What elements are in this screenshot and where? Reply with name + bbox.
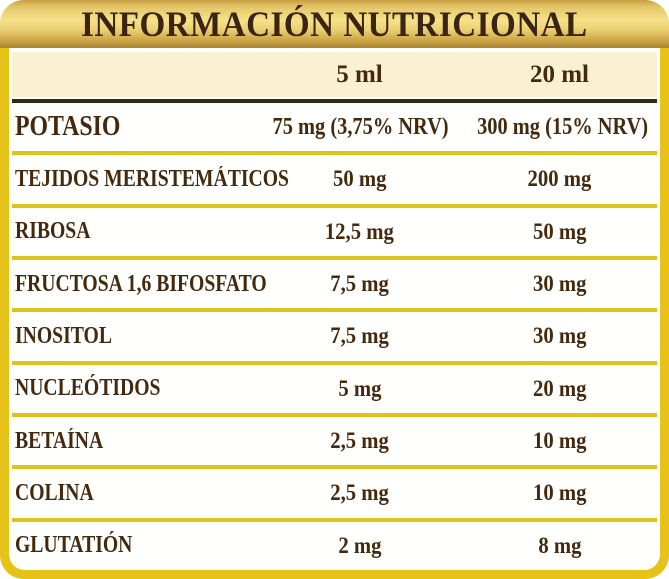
table-row-potasio: POTASIO 75 mg (3,75% NRV) 300 mg (15% NR…: [12, 103, 657, 152]
value-20ml: 8 mg: [537, 532, 582, 558]
value-5ml: 5 mg: [337, 375, 382, 401]
value-5ml: 7,5 mg: [330, 271, 389, 297]
value-20ml: 10 mg: [532, 480, 587, 506]
table-body: POTASIO 75 mg (3,75% NRV) 300 mg (15% NR…: [12, 103, 657, 570]
table-row-ribosa: RIBOSA 12,5 mg 50 mg: [12, 203, 657, 256]
column-header-5ml: 5 ml: [336, 60, 383, 88]
value-5ml: 50 mg: [332, 166, 387, 192]
value-5ml: 2 mg: [337, 532, 382, 558]
header-divider: [12, 99, 657, 103]
value-20ml: 200 mg: [527, 166, 592, 192]
nutrient-name: TEJIDOS MERISTEMÁTICOS: [15, 165, 289, 192]
value-20ml: 30 mg: [532, 323, 587, 349]
nutrient-name: NUCLEÓTIDOS: [15, 375, 161, 402]
value-20ml: 10 mg: [532, 428, 587, 454]
table-row-colina: COLINA 2,5 mg 10 mg: [12, 465, 657, 518]
value-5ml: 7,5 mg: [330, 323, 389, 349]
value-5ml: 2,5 mg: [330, 428, 389, 454]
table-row-fructosa-bifosfato: FRUCTOSA 1,6 BIFOSFATO 7,5 mg 30 mg: [12, 255, 657, 309]
value-5ml: 12,5 mg: [324, 218, 394, 244]
nutrient-name: BETAÍNA: [15, 427, 104, 454]
page-title: INFORMACIÓN NUTRICIONAL: [81, 4, 588, 44]
table-row-tejidos-meristematicos: TEJIDOS MERISTEMÁTICOS 50 mg 200 mg: [12, 151, 657, 204]
table-row-inositol: INOSITOL 7,5 mg 30 mg: [12, 308, 657, 361]
value-5ml: 2,5 mg: [330, 480, 389, 506]
value-20ml: 30 mg: [532, 271, 587, 297]
nutrient-name: FRUCTOSA 1,6 BIFOSFATO: [15, 270, 267, 297]
column-header-20ml: 20 ml: [529, 60, 590, 88]
column-headers-row: 5 ml 20 ml: [12, 52, 657, 97]
value-20ml: 20 mg: [532, 375, 587, 401]
nutrient-name: COLINA: [15, 479, 94, 506]
nutrient-name: GLUTATIÓN: [15, 532, 133, 559]
value-20ml: 300 mg (15% NRV): [477, 113, 649, 140]
nutrient-name: RIBOSA: [15, 218, 91, 245]
table-row-nucleotidos: NUCLEÓTIDOS 5 mg 20 mg: [12, 360, 657, 413]
nutrient-name: INOSITOL: [15, 322, 112, 349]
table-row-glutation: GLUTATIÓN 2 mg 8 mg: [12, 517, 657, 570]
table-row-betaina: BETAÍNA 2,5 mg 10 mg: [12, 412, 657, 466]
nutrient-name: POTASIO: [15, 111, 121, 143]
title-bar: INFORMACIÓN NUTRICIONAL: [0, 0, 669, 48]
nutrition-table: 5 ml 20 ml POTASIO 75 mg (3,75% NRV) 300…: [9, 48, 660, 570]
value-5ml: 75 mg (3,75% NRV): [272, 113, 449, 140]
value-20ml: 50 mg: [532, 218, 587, 244]
